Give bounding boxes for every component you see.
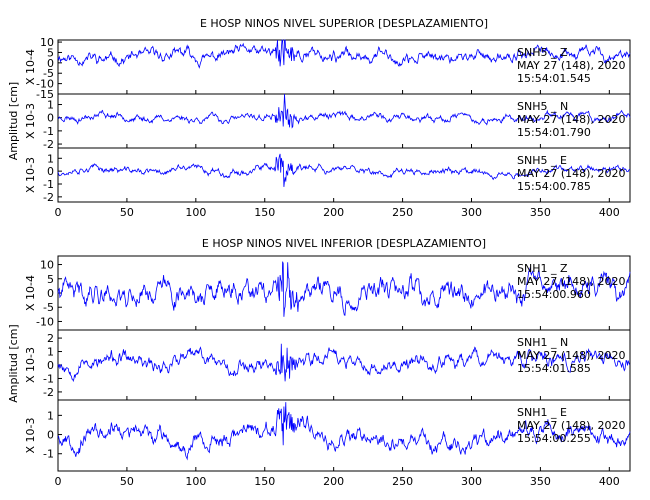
panel-frame — [57, 399, 631, 472]
x-tick-label: 300 — [461, 206, 482, 219]
trace-annotation: MAY 27 (148), 2020 — [517, 349, 625, 362]
x-tick-label: 250 — [392, 206, 413, 219]
x-tick-label: 350 — [530, 206, 551, 219]
y-tick-label: -1 — [43, 448, 54, 461]
y-tick-label: 0 — [47, 165, 54, 178]
y-tick-label: 2 — [47, 332, 54, 345]
y-tick-label: -1 — [43, 178, 54, 191]
y-tick-label: 0 — [47, 429, 54, 442]
y-axis-label: Amplitud [cm] — [7, 82, 20, 160]
trace-annotation: MAY 27 (148), 2020 — [517, 59, 625, 72]
scale-label: X 10-4 — [24, 49, 37, 85]
trace-annotation: SNH5 _ E — [517, 154, 567, 167]
trace-annotation: 15:54:00.785 — [517, 180, 591, 193]
waveform-trace — [57, 93, 631, 129]
x-tick-label: 200 — [323, 206, 344, 219]
x-tick-label: 100 — [185, 206, 206, 219]
y-tick-label: 0 — [47, 112, 54, 125]
x-tick-label: 400 — [599, 206, 620, 219]
scale-label: X 10-3 — [24, 157, 37, 193]
y-tick-label: -10 — [36, 315, 54, 328]
trace-annotation: SNH1 _ Z — [517, 262, 568, 275]
y-tick-label: -1 — [43, 372, 54, 385]
waveform-trace — [57, 39, 631, 69]
scale-label: X 10-3 — [24, 103, 37, 139]
waveform-trace — [57, 153, 631, 187]
x-tick-label: 0 — [55, 206, 62, 219]
y-tick-label: 0 — [47, 359, 54, 372]
y-tick-label: 1 — [47, 152, 54, 165]
panel-frame — [57, 147, 631, 203]
trace-annotation: MAY 27 (148), 2020 — [517, 167, 625, 180]
trace-annotation: SNH1 _ N — [517, 336, 568, 349]
trace-annotation: 15:54:00.255 — [517, 432, 591, 445]
x-tick-label: 150 — [254, 475, 275, 488]
y-tick-label: 0 — [47, 57, 54, 70]
y-tick-label: 1 — [47, 409, 54, 422]
x-tick-label: 200 — [323, 475, 344, 488]
chart-title: E HOSP NINOS NIVEL INFERIOR [DESPLAZAMIE… — [202, 237, 486, 250]
x-tick-label: 50 — [120, 206, 134, 219]
trace-annotation: MAY 27 (148), 2020 — [517, 419, 625, 432]
waveform-trace — [57, 402, 631, 461]
y-tick-label: 10 — [40, 36, 54, 49]
y-tick-label: -5 — [43, 67, 54, 80]
trace-annotation: SNH1 _ E — [517, 406, 567, 419]
trace-annotation: 15:54:01.585 — [517, 362, 591, 375]
y-tick-label: 5 — [47, 46, 54, 59]
x-tick-label: 100 — [185, 475, 206, 488]
y-tick-label: -15 — [36, 88, 54, 101]
trace-annotation: 15:54:01.790 — [517, 126, 591, 139]
scale-label: X 10-4 — [24, 275, 37, 311]
x-tick-label: 250 — [392, 475, 413, 488]
trace-annotation: SNH5 _ N — [517, 100, 568, 113]
y-tick-label: -2 — [43, 138, 54, 151]
trace-annotation: 15:54:00.960 — [517, 288, 591, 301]
y-tick-label: 5 — [47, 273, 54, 286]
x-tick-label: 0 — [55, 475, 62, 488]
y-tick-label: 1 — [47, 99, 54, 112]
x-tick-label: 50 — [120, 475, 134, 488]
x-tick-label: 400 — [599, 475, 620, 488]
trace-annotation: 15:54:01.545 — [517, 72, 591, 85]
scale-label: X 10-3 — [24, 418, 37, 454]
trace-annotation: SNH5 _ Z — [517, 46, 568, 59]
x-tick-label: 150 — [254, 206, 275, 219]
waveform-trace — [57, 261, 631, 317]
x-tick-label: 300 — [461, 475, 482, 488]
y-tick-label: -5 — [43, 301, 54, 314]
trace-annotation: MAY 27 (148), 2020 — [517, 113, 625, 126]
y-tick-label: 0 — [47, 287, 54, 300]
y-axis-label: Amplitud [cm] — [7, 324, 20, 402]
y-tick-label: -10 — [36, 78, 54, 91]
y-tick-label: -1 — [43, 125, 54, 138]
chart-title: E HOSP NINOS NIVEL SUPERIOR [DESPLAZAMIE… — [200, 17, 488, 30]
y-tick-label: -2 — [43, 191, 54, 204]
x-tick-label: 350 — [530, 475, 551, 488]
scale-label: X 10-3 — [24, 347, 37, 383]
y-tick-label: -2 — [43, 386, 54, 399]
trace-annotation: MAY 27 (148), 2020 — [517, 275, 625, 288]
y-tick-label: 1 — [47, 346, 54, 359]
waveform-trace — [57, 343, 631, 383]
y-tick-label: 10 — [40, 259, 54, 272]
